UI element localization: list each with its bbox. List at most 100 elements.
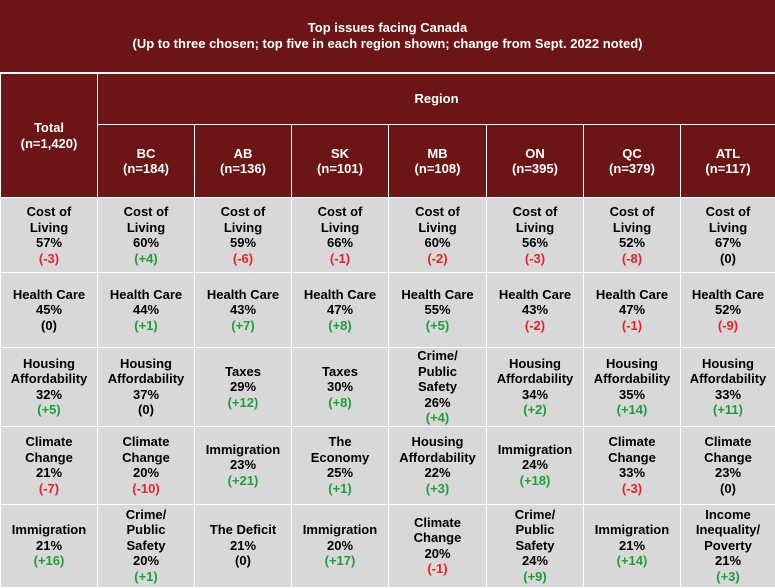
- issue-change: (-8): [621, 250, 643, 266]
- issue-cell-ab: Taxes 29% (+12): [194, 347, 292, 427]
- issue-label: Living: [515, 219, 555, 235]
- issue-change: (0): [720, 250, 736, 266]
- column-header-total: Total (n=1,420): [0, 73, 98, 198]
- issue-cell-mb: Health Care 55% (+5): [388, 272, 487, 348]
- issue-label: Housing: [702, 355, 754, 371]
- column-header-bc: BC (n=184): [97, 124, 195, 198]
- issue-percent: 23%: [229, 457, 257, 473]
- issue-change: (+8): [328, 317, 352, 333]
- issue-label: Safety: [126, 537, 166, 553]
- issue-change: (+4): [425, 410, 450, 425]
- column-name: AB: [233, 145, 253, 161]
- issue-cell-mb: Housing Affordability 22% (+3): [388, 425, 487, 505]
- issue-label: Cost of: [317, 204, 363, 219]
- issue-label: Immigration: [302, 522, 378, 538]
- issue-change: (+5): [425, 317, 450, 333]
- issue-label: Living: [612, 219, 652, 235]
- issue-percent: 30%: [326, 379, 354, 394]
- issue-percent: 21%: [714, 553, 742, 569]
- region-header-row: Total (n=1,420) Region: [0, 73, 775, 198]
- issue-cell-atl: Cost of Living 67% (0): [680, 197, 775, 273]
- issue-change: (+5): [37, 402, 61, 418]
- issue-change: (+3): [425, 480, 450, 496]
- issue-cell-total: Climate Change 21% (-7): [0, 425, 98, 505]
- column-header-sk: SK (n=101): [291, 124, 389, 198]
- issue-label: Housing: [606, 355, 658, 371]
- issue-cell-atl: Health Care 52% (-9): [680, 272, 775, 348]
- issue-cell-mb: Cost of Living 60% (-2): [388, 197, 487, 273]
- issue-label: Living: [320, 219, 360, 235]
- column-sample-size: (n=379): [609, 161, 655, 176]
- issue-cell-sk: The Economy 25% (+1): [291, 425, 389, 505]
- issue-percent: 25%: [326, 465, 354, 480]
- issue-change: (+3): [716, 568, 740, 584]
- issue-percent: 60%: [424, 235, 451, 250]
- issue-cell-mb: Crime/Public Safety 26% (+4): [388, 347, 487, 427]
- issue-label: Health Care: [498, 286, 572, 302]
- issue-cell-atl: Climate Change 23% (0): [680, 425, 775, 505]
- issue-change: (-6): [232, 250, 254, 266]
- column-name: SK: [330, 145, 350, 161]
- table-title: Top issues facing Canada (Up to three ch…: [0, 0, 775, 73]
- column-name: QC: [622, 145, 642, 161]
- issue-percent: 24%: [521, 457, 549, 473]
- issue-percent: 56%: [521, 235, 549, 250]
- issue-change: (+12): [227, 394, 259, 410]
- issue-label: Affordability: [10, 371, 88, 387]
- issue-cell-ab: Health Care 43% (+7): [194, 272, 292, 348]
- issue-percent: 43%: [521, 302, 549, 318]
- issue-change: (+8): [328, 394, 352, 410]
- issue-cell-bc: Climate Change 20% (-10): [97, 425, 195, 505]
- issue-cell-bc: Crime/Public Safety 20% (+1): [97, 503, 195, 588]
- issue-cell-qc: Climate Change 33% (-3): [583, 425, 681, 505]
- issue-percent: 20%: [424, 545, 451, 561]
- issue-label: Safety: [515, 537, 555, 553]
- issue-label: Living: [708, 219, 748, 235]
- column-header-on: ON (n=395): [486, 124, 584, 198]
- issue-label: Housing: [411, 434, 464, 449]
- issue-change: (-3): [524, 250, 546, 266]
- issue-label: Cost of: [609, 204, 655, 219]
- issue-percent: 20%: [326, 537, 354, 553]
- column-sample-size: (n=108): [414, 161, 461, 176]
- issue-label: Public: [417, 363, 457, 379]
- column-name: Total: [33, 120, 65, 135]
- column-sample-size: (n=117): [705, 161, 751, 176]
- issue-percent: 52%: [618, 235, 646, 250]
- issue-cell-on: Crime/Public Safety 24% (+9): [486, 503, 584, 588]
- issue-change: (+4): [134, 250, 158, 266]
- issue-label: Safety: [417, 379, 458, 394]
- issue-label: Cost of: [26, 204, 72, 219]
- issue-label: Public: [515, 522, 555, 538]
- column-sample-size: (n=184): [123, 161, 169, 176]
- issue-label: Health Care: [595, 286, 669, 302]
- issue-change: (+7): [231, 317, 255, 333]
- issue-cell-ab: The Deficit 21% (0): [194, 503, 292, 588]
- issue-label: Crime/: [514, 506, 556, 522]
- issue-change: (+14): [616, 402, 648, 418]
- column-name: ATL: [715, 145, 741, 161]
- issue-label: Climate: [414, 514, 461, 530]
- issue-label: Housing: [120, 355, 172, 371]
- issue-label: Living: [223, 219, 263, 235]
- issue-label: Change: [122, 449, 170, 465]
- issue-label: Change: [25, 449, 73, 465]
- issue-label: Climate: [122, 434, 170, 449]
- column-header-mb: MB (n=108): [388, 124, 487, 198]
- issue-change: (-2): [427, 250, 448, 266]
- issue-label: Affordability: [496, 371, 574, 387]
- issue-label: Living: [418, 219, 457, 235]
- issue-label: Cost of: [415, 204, 460, 219]
- issue-percent: 66%: [326, 235, 354, 250]
- issue-percent: 43%: [229, 302, 257, 318]
- issue-cell-total: Health Care 45% (0): [0, 272, 98, 348]
- issue-cell-on: Immigration 24% (+18): [486, 425, 584, 505]
- issue-cell-ab: Cost of Living 59% (-6): [194, 197, 292, 273]
- issue-cell-atl: Housing Affordability 33% (+11): [680, 347, 775, 427]
- issue-label: Taxes: [225, 363, 261, 379]
- table-row: Housing Affordability 32% (+5) Housing Afford…: [0, 347, 775, 427]
- issue-percent: 37%: [132, 386, 160, 402]
- issue-label: Public: [126, 522, 166, 538]
- issue-percent: 21%: [229, 537, 257, 553]
- issue-label: Affordability: [107, 371, 185, 387]
